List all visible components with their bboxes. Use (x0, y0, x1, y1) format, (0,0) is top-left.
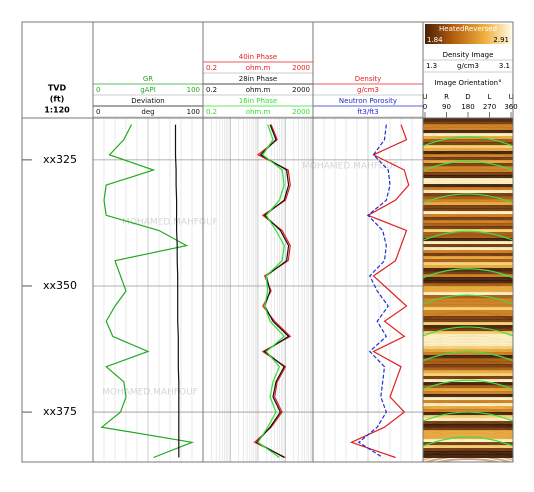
scale-label: 0.2 (206, 108, 217, 116)
image-band (423, 454, 513, 458)
legend-entry: Density (355, 75, 382, 83)
unit-label: deg (141, 108, 154, 116)
scale-label: 2000 (292, 86, 310, 94)
unit-label: ohm.m (246, 108, 271, 116)
orientation-label: R (444, 93, 449, 101)
scale-label: 0.2 (206, 86, 217, 94)
angle-label: 360 (504, 103, 517, 111)
angle-label: 180 (461, 103, 474, 111)
scale-label: 0 (96, 86, 100, 94)
legend-entry: GR (143, 75, 153, 83)
watermark: MOHAMED.MAHFOUF (102, 388, 198, 398)
legend-entry: 28in Phase (239, 75, 277, 83)
scale-label: 2000 (292, 108, 310, 116)
legend-entry: Deviation (131, 97, 164, 105)
scale-label: 0 (96, 108, 100, 116)
unit-label: g/cm3 (457, 62, 479, 70)
depth-header: 1:120 (44, 106, 70, 115)
angle-label: 90 (442, 103, 451, 111)
legend-entry: 16in Phase (239, 97, 277, 105)
scale-label: 2000 (292, 64, 310, 72)
depth-header: TVD (48, 84, 67, 93)
colorbar-title: HeatedReversed (439, 25, 497, 33)
scale-label: 100 (187, 86, 200, 94)
unit-label: gAPI (140, 86, 156, 94)
legend-entry: Neutron Porosity (339, 97, 397, 105)
depth-label: xx350 (43, 279, 77, 292)
colorbar-min: 1.84 (427, 36, 443, 44)
unit-label: ohm.m (246, 64, 271, 72)
watermark: MOHAMED.MAHFOUF (302, 162, 398, 172)
depth-label: xx325 (43, 153, 77, 166)
colorbar-max: 2.91 (493, 36, 509, 44)
unit-label: ft3/ft3 (357, 108, 378, 116)
unit-label: g/cm3 (357, 86, 379, 94)
scale-label: 1.3 (426, 62, 437, 70)
scale-label: 100 (187, 108, 200, 116)
borehole-image (423, 112, 513, 466)
depth-header: (ft) (50, 95, 65, 104)
orientation-title: Image Orientation° (434, 79, 501, 87)
orientation-label: L (488, 93, 492, 101)
unit-label: ohm.m (246, 86, 271, 94)
orientation-label: D (465, 93, 470, 101)
angle-label: 270 (483, 103, 496, 111)
image-name: Density Image (443, 51, 494, 59)
legend-entry: 40in Phase (239, 53, 277, 61)
well-log: TVD (ft) 1:120 MOHAMED.MAHFOUF MOHAMED.M… (0, 0, 534, 492)
scale-label: 0.2 (206, 64, 217, 72)
scale-label: 3.1 (499, 62, 510, 70)
depth-label: xx375 (43, 405, 77, 418)
